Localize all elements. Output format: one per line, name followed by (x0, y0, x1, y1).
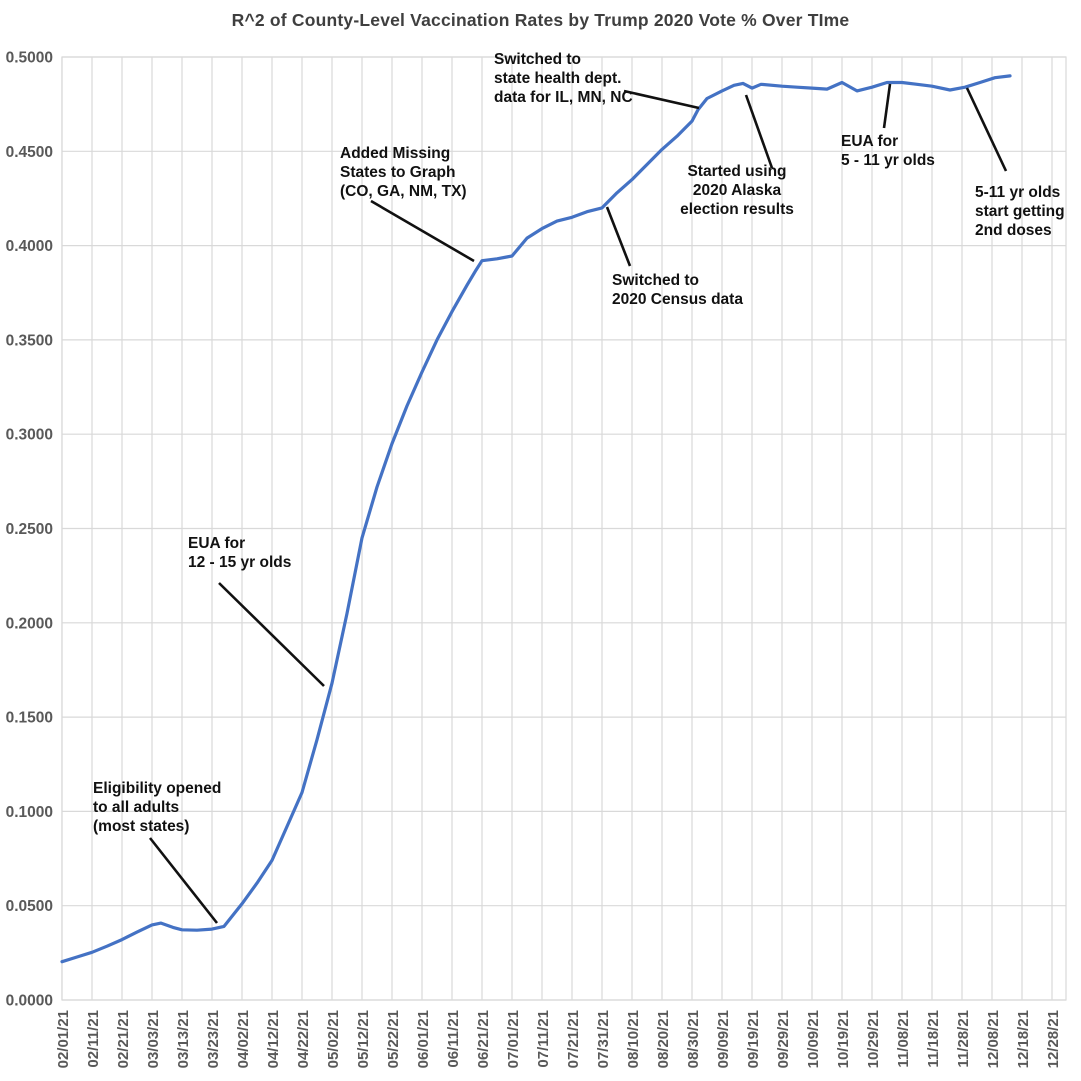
annotation-pointer-line (148, 837, 219, 924)
x-tick-label: 05/22/21 (385, 1010, 402, 1068)
x-tick-label: 10/19/21 (835, 1010, 852, 1068)
x-tick-label: 05/12/21 (355, 1010, 372, 1068)
annotation-alaska-election-results: Started using 2020 Alaska election results (680, 94, 794, 218)
annotation-label: Eligibility opened to all adults (most sta… (93, 780, 221, 835)
x-tick-label: 10/09/21 (805, 1010, 822, 1068)
annotations: Eligibility opened to all adults (most sta… (93, 51, 1065, 924)
x-tick-label: 07/31/21 (595, 1010, 612, 1068)
x-tick-label: 09/19/21 (745, 1010, 762, 1068)
x-tick-label: 08/20/21 (655, 1010, 672, 1068)
y-tick-label: 0.0000 (6, 993, 53, 1010)
annotation-label: 5-11 yr olds start getting 2nd doses (975, 184, 1065, 239)
x-tick-label: 12/28/21 (1045, 1010, 1062, 1068)
x-tick-label: 06/21/21 (475, 1010, 492, 1068)
annotation-pointer-line (882, 83, 892, 129)
x-tick-label: 10/29/21 (865, 1010, 882, 1068)
y-tick-label: 0.3500 (6, 332, 53, 349)
annotation-added-missing-states: Added Missing States to Graph (CO, GA, NM,… (340, 145, 475, 263)
y-tick-label: 0.1000 (6, 804, 53, 821)
annotation-label: Added Missing States to Graph (CO, GA, NM,… (340, 145, 467, 200)
x-tick-label: 03/23/21 (205, 1010, 222, 1068)
x-tick-label: 12/08/21 (985, 1010, 1002, 1068)
x-tick-label: 05/02/21 (325, 1010, 342, 1068)
y-tick-label: 0.5000 (6, 50, 53, 67)
annotation-eua-5-11: EUA for 5 - 11 yr olds (841, 83, 935, 169)
x-tick-label: 07/01/21 (505, 1010, 522, 1068)
plot-border (61, 56, 1067, 1001)
x-tick-label: 06/01/21 (415, 1010, 432, 1068)
x-tick-label: 02/21/21 (115, 1010, 132, 1068)
x-tick-label: 07/21/21 (565, 1010, 582, 1068)
annotation-pointer-line (605, 206, 632, 267)
annotation-label: Switched to 2020 Census data (612, 272, 743, 308)
annotation-pointer-line (370, 199, 475, 263)
x-tick-label: 04/22/21 (295, 1010, 312, 1068)
annotation-pointer-line (623, 89, 700, 110)
gridlines (61, 56, 1067, 1001)
x-tick-label: 02/01/21 (55, 1010, 72, 1068)
x-tick-label: 04/02/21 (235, 1010, 252, 1068)
annotation-switched-census: Switched to 2020 Census data (605, 206, 743, 308)
x-tick-label: 08/30/21 (685, 1010, 702, 1068)
x-tick-label: 06/11/21 (445, 1010, 462, 1068)
data-series (60, 74, 1012, 964)
x-tick-label: 02/11/21 (85, 1010, 102, 1068)
x-tick-label: 03/03/21 (145, 1010, 162, 1068)
annotation-switched-state-health-dept: Switched to state health dept. data for IL… (494, 51, 700, 110)
annotation-label: Switched to state health dept. data for IL… (494, 51, 633, 106)
chart-title: R^2 of County-Level Vaccination Rates by… (231, 10, 850, 30)
y-tick-label: 0.4000 (6, 238, 53, 255)
x-tick-label: 07/11/21 (535, 1010, 552, 1068)
x-tick-label: 08/10/21 (625, 1010, 642, 1068)
x-tick-label: 09/09/21 (715, 1010, 732, 1068)
x-tick-label: 03/13/21 (175, 1010, 192, 1068)
annotation-label: EUA for 5 - 11 yr olds (841, 133, 935, 169)
annotation-second-doses-5-11: 5-11 yr olds start getting 2nd doses (965, 87, 1065, 239)
annotation-pointer-line (965, 87, 1008, 172)
x-tick-label: 11/08/21 (895, 1010, 912, 1068)
y-tick-label: 0.3000 (6, 427, 53, 444)
x-tick-label: 12/18/21 (1015, 1010, 1032, 1068)
x-tick-label: 09/29/21 (775, 1010, 792, 1068)
y-tick-label: 0.0500 (6, 898, 53, 915)
annotation-pointer-line (744, 94, 774, 169)
x-tick-label: 04/12/21 (265, 1010, 282, 1068)
annotation-eligibility-all-adults: Eligibility opened to all adults (most sta… (93, 780, 221, 924)
annotation-eua-12-15: EUA for 12 - 15 yr olds (188, 535, 325, 687)
y-tick-label: 0.2000 (6, 615, 53, 632)
annotation-pointer-line (218, 582, 325, 687)
axis-tick-labels: 0.5000 0.4500 0.4000 0.3500 0.3000 0.2500 0.20… (6, 50, 1062, 1069)
r2-series-line (60, 74, 1012, 964)
y-tick-label: 0.1500 (6, 710, 53, 727)
x-tick-label: 11/28/21 (955, 1010, 972, 1068)
annotation-label: Started using 2020 Alaska election results (680, 163, 794, 218)
annotation-label: EUA for 12 - 15 yr olds (188, 535, 291, 571)
y-tick-label: 0.2500 (6, 521, 53, 538)
y-tick-label: 0.4500 (6, 144, 53, 161)
x-tick-label: 11/18/21 (925, 1010, 942, 1068)
